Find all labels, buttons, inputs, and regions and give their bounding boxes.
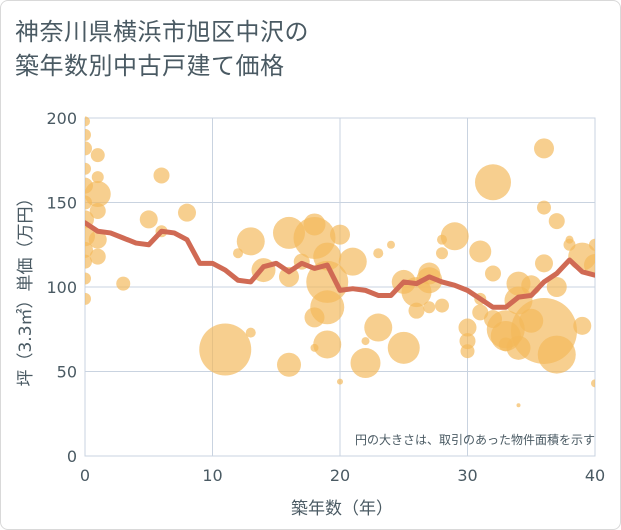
bubble-point xyxy=(534,138,554,159)
y-axis-label: 坪（3.3㎡）単価（万円） xyxy=(16,189,36,386)
bubble-point xyxy=(537,200,551,215)
trend-line xyxy=(85,220,595,310)
bubble-point xyxy=(548,213,565,230)
title-line-1: 神奈川県横浜市旭区中沢の xyxy=(15,18,309,46)
chart-title: 神奈川県横浜市旭区中沢の 築年数別中古戸建て価格 xyxy=(15,15,309,83)
bubble-point xyxy=(85,116,90,127)
bubble-point xyxy=(459,333,476,350)
bubble-point xyxy=(458,318,477,337)
bubble-point xyxy=(153,167,170,184)
bubble-point xyxy=(89,248,106,265)
bubble-point xyxy=(306,260,349,303)
x-tick-label: 40 xyxy=(585,466,605,485)
bubble-point xyxy=(387,240,395,249)
bubble-point xyxy=(589,238,595,251)
bubble-point xyxy=(91,171,104,184)
bubble-point xyxy=(408,302,425,319)
bubble-point xyxy=(573,316,592,335)
bubble-point xyxy=(199,323,252,376)
bubble-point xyxy=(178,203,196,222)
bubble-point xyxy=(236,227,265,256)
bubble-point xyxy=(546,277,567,297)
bubble-point xyxy=(89,202,106,219)
trend-line-series xyxy=(85,220,595,310)
bubble-point xyxy=(139,210,158,229)
x-axis-label: 築年数（年） xyxy=(291,499,393,519)
x-tick-label: 10 xyxy=(202,466,222,485)
bubble-point xyxy=(361,337,370,346)
bubble-point xyxy=(337,378,343,385)
bubble-point xyxy=(472,304,489,321)
title-line-2: 築年数別中古戸建て価格 xyxy=(15,52,285,80)
axes: 0 50 100 150 200 0 10 20 30 40 xyxy=(46,109,605,485)
bubble-point xyxy=(440,222,469,251)
bubble-point xyxy=(516,403,521,408)
y-tick-label: 0 xyxy=(67,447,77,466)
bubble-point xyxy=(387,331,420,364)
bubble-point xyxy=(435,298,449,313)
bubble-point xyxy=(85,162,91,175)
bubble-point xyxy=(537,335,576,374)
bubble-size-note: 円の大きさは、取引のあった物件面積を示す xyxy=(355,432,595,447)
bubble-point xyxy=(591,379,595,388)
x-tick-label: 20 xyxy=(330,466,350,485)
bubble-point xyxy=(85,141,92,156)
bubble-series xyxy=(85,116,595,408)
bubble-point xyxy=(330,224,350,245)
bubble-point xyxy=(85,128,91,141)
bubble-point xyxy=(245,327,256,338)
y-tick-label: 100 xyxy=(46,278,77,297)
y-tick-label: 50 xyxy=(57,363,77,382)
bubble-point xyxy=(416,267,443,294)
bubble-point xyxy=(364,313,393,342)
bubble-point xyxy=(313,330,342,359)
bubble-point xyxy=(85,292,91,305)
y-tick-label: 200 xyxy=(46,109,77,128)
bubble-point xyxy=(436,247,448,260)
bubble-point xyxy=(310,290,345,325)
bubble-point xyxy=(277,352,301,377)
bubble-point xyxy=(475,164,511,201)
bubble-point xyxy=(485,265,501,282)
bubble-point xyxy=(88,230,107,249)
bubble-point xyxy=(460,344,475,359)
y-tick-label: 150 xyxy=(46,194,77,213)
bubble-point xyxy=(373,248,384,259)
x-tick-label: 0 xyxy=(80,466,90,485)
bubble-point xyxy=(338,247,367,276)
bubble-point xyxy=(535,254,553,273)
bubble-point xyxy=(423,301,436,314)
bubble-point xyxy=(350,348,381,379)
bubble-point xyxy=(90,148,105,163)
x-tick-label: 30 xyxy=(457,466,477,485)
bubble-point xyxy=(279,266,299,287)
bubble-point xyxy=(469,240,492,263)
bubble-point xyxy=(85,272,91,285)
bubble-point xyxy=(85,181,111,208)
bubble-point xyxy=(116,276,131,291)
